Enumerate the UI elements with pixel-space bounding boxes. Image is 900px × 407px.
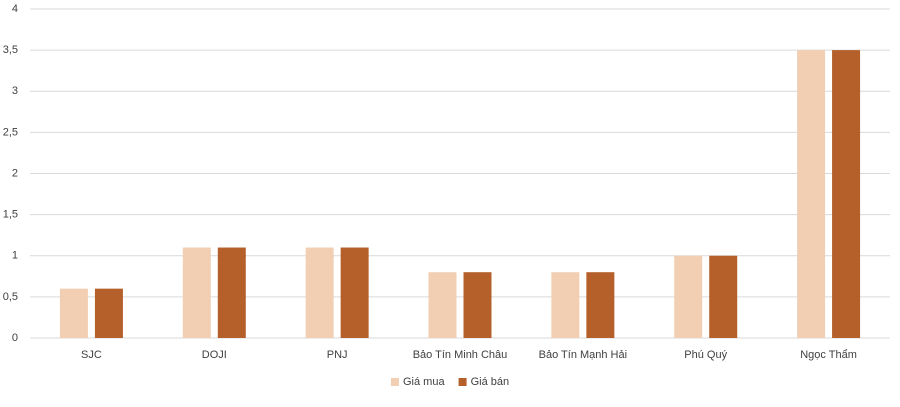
y-tick-label: 2,5 bbox=[3, 126, 18, 138]
x-tick-label: Phú Quý bbox=[684, 349, 727, 361]
x-tick-label: Bảo Tín Minh Châu bbox=[413, 349, 508, 361]
y-tick-label: 1 bbox=[12, 250, 18, 262]
x-tick-label: PNJ bbox=[327, 349, 348, 361]
y-tick-label: 0 bbox=[12, 332, 18, 344]
legend-swatch bbox=[391, 378, 399, 386]
y-tick-label: 1,5 bbox=[3, 209, 18, 221]
bar bbox=[832, 50, 861, 338]
y-tick-label: 3 bbox=[12, 85, 18, 97]
legend-swatch bbox=[458, 378, 467, 386]
bar bbox=[551, 272, 580, 338]
bar bbox=[709, 255, 738, 338]
bar bbox=[797, 50, 826, 338]
x-tick-label: Ngọc Thẩm bbox=[800, 349, 857, 361]
y-tick-label: 0,5 bbox=[3, 291, 18, 303]
bar bbox=[586, 272, 615, 338]
x-tick-label: Bảo Tín Mạnh Hải bbox=[539, 349, 627, 361]
x-tick-label: DOJI bbox=[202, 349, 227, 361]
x-tick-label: SJC bbox=[81, 349, 102, 361]
legend-label: Giá bán bbox=[471, 376, 510, 388]
bar bbox=[305, 247, 334, 338]
y-tick-label: 3,5 bbox=[3, 44, 18, 56]
legend-label: Giá mua bbox=[403, 376, 445, 388]
y-tick-label: 4 bbox=[12, 3, 18, 15]
bar bbox=[217, 247, 246, 338]
y-tick-label: 2 bbox=[12, 167, 18, 179]
bar bbox=[59, 288, 88, 338]
bar bbox=[340, 247, 369, 338]
bar bbox=[674, 255, 703, 338]
bar bbox=[463, 272, 492, 338]
bar bbox=[94, 288, 123, 338]
bar bbox=[428, 272, 457, 338]
bar bbox=[182, 247, 211, 338]
